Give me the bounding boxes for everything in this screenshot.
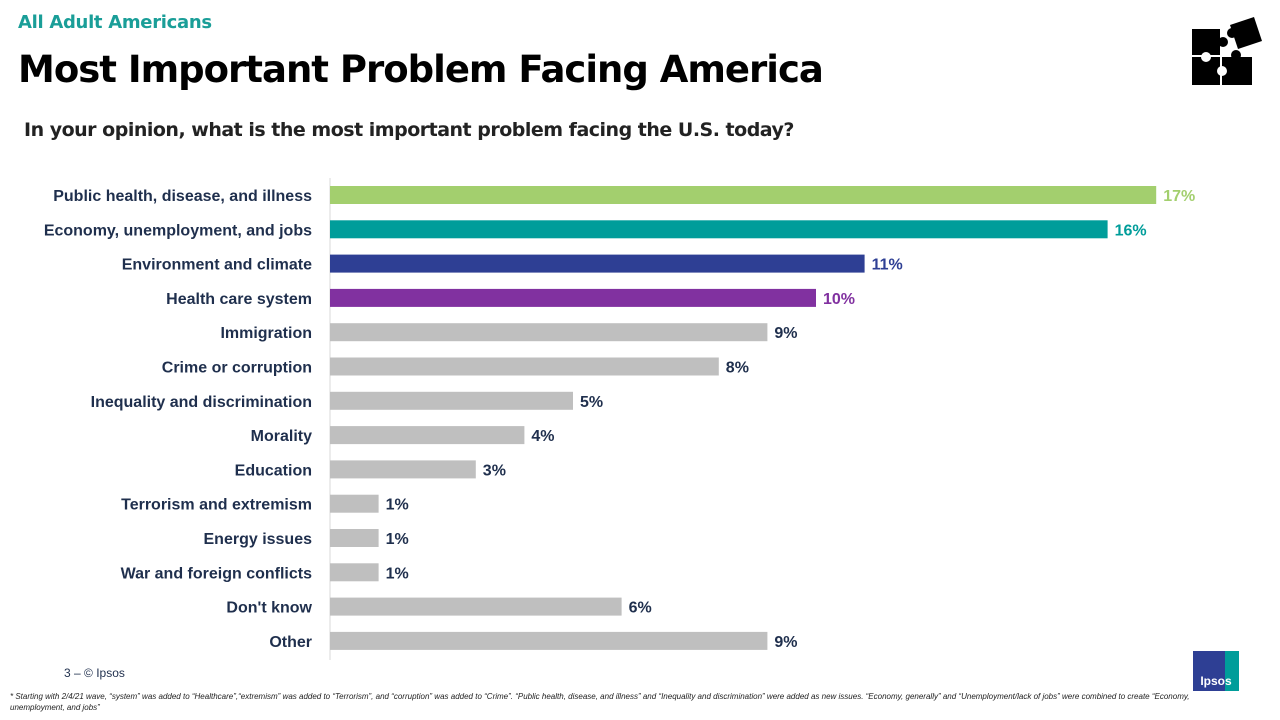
- page-number: 3 – © Ipsos: [64, 666, 125, 680]
- data-label: 9%: [774, 325, 797, 342]
- data-label: 8%: [726, 360, 749, 377]
- page-title: Most Important Problem Facing America: [18, 48, 824, 91]
- bar: [330, 426, 525, 445]
- category-label: Other: [269, 634, 312, 651]
- category-label: Energy issues: [204, 531, 313, 548]
- category-label: Economy, unemployment, and jobs: [44, 222, 312, 239]
- bar: [330, 597, 622, 616]
- category-label: Inequality and discrimination: [91, 394, 312, 411]
- footnote: * Starting with 2/4/21 wave, “system” wa…: [10, 692, 1190, 712]
- audience-label: All Adult Americans: [18, 12, 212, 33]
- category-label: Terrorism and extremism: [121, 497, 312, 514]
- category-label: Education: [235, 462, 312, 479]
- data-label: 3%: [483, 462, 506, 479]
- data-label: 1%: [386, 497, 409, 514]
- data-label: 9%: [774, 634, 797, 651]
- data-label: 5%: [580, 394, 603, 411]
- category-label: Environment and climate: [122, 257, 312, 274]
- bar: [330, 254, 865, 273]
- category-label: Immigration: [220, 325, 312, 342]
- data-label: 1%: [386, 565, 409, 582]
- bar: [330, 323, 768, 342]
- data-label: 17%: [1163, 188, 1195, 205]
- category-label: Morality: [251, 428, 312, 445]
- bar: [330, 357, 719, 376]
- data-label: 6%: [629, 600, 652, 617]
- bar: [330, 288, 816, 307]
- category-label: Don't know: [226, 600, 312, 617]
- bar: [330, 494, 379, 513]
- puzzle-icon: [1192, 17, 1262, 85]
- category-label: Crime or corruption: [162, 360, 312, 377]
- data-label: 11%: [872, 257, 903, 274]
- survey-question: In your opinion, what is the most import…: [24, 119, 794, 141]
- bar: [330, 563, 379, 582]
- ipsos-logo: Ipsos: [1193, 651, 1239, 691]
- bar: [330, 220, 1108, 239]
- bar: [330, 186, 1157, 204]
- bar: [330, 529, 379, 547]
- bar-chart: Public health, disease, and illness 17% Ec…: [44, 178, 1195, 660]
- data-label: 1%: [386, 531, 409, 548]
- bar: [330, 460, 476, 479]
- bar: [330, 631, 768, 650]
- data-label: 4%: [531, 428, 554, 445]
- category-label: Public health, disease, and illness: [53, 188, 312, 205]
- bar: [330, 391, 573, 410]
- category-label: Health care system: [166, 291, 312, 308]
- data-label: 10%: [823, 291, 855, 308]
- category-label: War and foreign conflicts: [121, 565, 313, 582]
- data-label: 16%: [1115, 222, 1147, 239]
